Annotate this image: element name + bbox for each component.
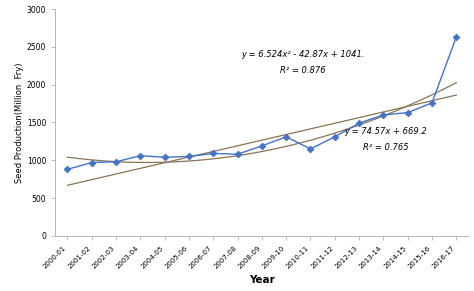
X-axis label: Year: Year (249, 276, 275, 285)
Y-axis label: Seed Production(Million  Fry): Seed Production(Million Fry) (15, 62, 24, 183)
Text: R² = 0.876: R² = 0.876 (281, 66, 326, 75)
Text: R² = 0.765: R² = 0.765 (363, 143, 409, 152)
Text: y = 6.524x² - 42.87x + 1041.: y = 6.524x² - 42.87x + 1041. (241, 50, 365, 59)
Text: y = 74.57x + 669.2: y = 74.57x + 669.2 (345, 127, 427, 136)
